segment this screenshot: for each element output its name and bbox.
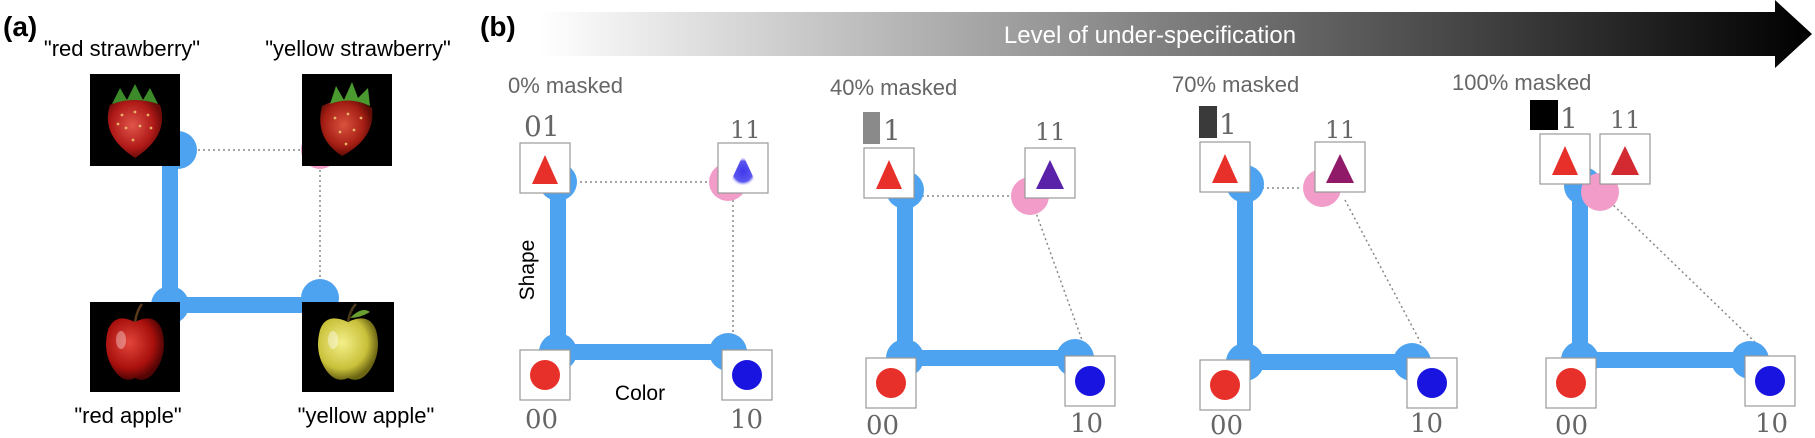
stage-1-code-00: 00 — [866, 411, 899, 438]
stage-2-box-10 — [1406, 357, 1458, 409]
stage-0: 01 11 00 10 — [519, 110, 773, 435]
stage-0-code-00: 00 — [525, 405, 558, 435]
stage-3: 1 11 00 10 — [1530, 100, 1796, 438]
stage-2-magenta-triangle — [1326, 154, 1354, 183]
caption-yellow-strawberry: "yellow strawberry" — [265, 36, 451, 61]
stage-0-code-10: 10 — [730, 405, 763, 435]
stage-title-0: 0% masked — [508, 73, 623, 98]
stage-2-code-00: 00 — [1210, 411, 1243, 438]
stage-2-dotted-diag — [1344, 199, 1423, 346]
stage-1-red-circle — [876, 368, 906, 398]
under-specification-arrow — [540, 0, 1812, 68]
caption-yellow-apple: "yellow apple" — [298, 403, 435, 428]
stage-0-red-triangle — [532, 155, 558, 184]
stage-2-code-10: 10 — [1410, 409, 1443, 438]
stage-3-dotted-diag — [1609, 201, 1756, 343]
stage-3-red-circle — [1556, 368, 1586, 398]
stage-3-dark-red-triangle — [1611, 146, 1639, 175]
yellow-strawberry-image — [302, 74, 392, 166]
red-apple-image — [90, 302, 180, 392]
stage-2-blue-circle — [1417, 368, 1447, 398]
axis-color-label: Color — [615, 382, 665, 405]
stage-1-blue-circle — [1075, 366, 1105, 396]
caption-red-apple: "red apple" — [74, 403, 181, 428]
stage-1-purple-triangle — [1036, 160, 1064, 189]
stage-title-1: 40% masked — [830, 75, 957, 100]
stage-1-red-triangle — [876, 160, 902, 189]
stage-1-mask-block — [863, 112, 880, 144]
stage-2-mask-block — [1199, 106, 1217, 138]
stage-1-code-11: 11 — [1035, 118, 1066, 146]
red-strawberry-image — [90, 74, 180, 166]
arrow-label: Level of under-specification — [1004, 22, 1296, 49]
stage-1: 1 11 00 10 — [863, 112, 1116, 438]
panel-a-label: (a) — [3, 11, 37, 42]
stage-0-code-01: 01 — [524, 110, 560, 143]
stage-title-2: 70% masked — [1172, 72, 1299, 97]
yellow-apple-image — [302, 302, 394, 392]
stage-3-code-01-suffix: 1 — [1560, 102, 1578, 135]
stage-title-3: 100% masked — [1452, 70, 1591, 95]
stage-0-code-11: 11 — [730, 116, 761, 144]
stage-2-red-circle — [1210, 370, 1240, 400]
stage-2-red-triangle — [1212, 154, 1238, 183]
stage-3-code-11: 11 — [1610, 106, 1641, 134]
stage-3-code-10: 10 — [1755, 409, 1788, 438]
stage-3-blue-circle — [1755, 366, 1785, 396]
stage-2: 1 11 00 10 — [1199, 106, 1458, 438]
panel-b-label: (b) — [480, 11, 516, 42]
stage-3-code-00: 00 — [1555, 411, 1588, 438]
stage-2-code-01-suffix: 1 — [1219, 108, 1237, 141]
stage-3-red-triangle — [1552, 146, 1578, 175]
stage-0-blue-circle — [732, 360, 762, 390]
stage-0-red-circle — [530, 360, 560, 390]
stage-2-code-11: 11 — [1325, 116, 1356, 144]
stage-1-code-10: 10 — [1070, 409, 1103, 438]
stage-3-mask-block — [1530, 100, 1558, 130]
stage-1-dotted-diag — [1034, 209, 1083, 341]
axis-shape-label: Shape — [516, 240, 539, 301]
caption-red-strawberry: "red strawberry" — [44, 36, 200, 61]
stage-1-code-01-suffix: 1 — [883, 114, 901, 147]
stage-2-box-11 — [1314, 141, 1366, 193]
stage-0-blue-blurred-triangle — [729, 155, 757, 185]
